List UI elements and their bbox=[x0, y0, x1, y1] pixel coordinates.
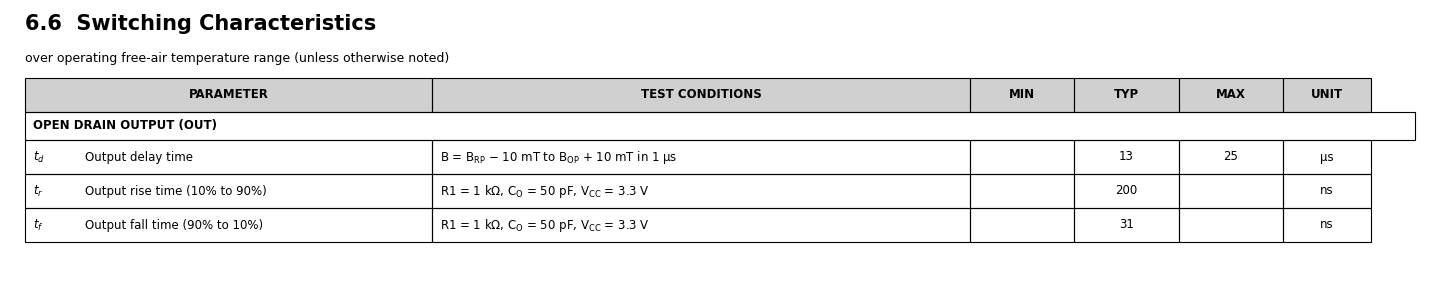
Bar bbox=[971, 174, 1074, 208]
Bar bbox=[24, 174, 432, 208]
Text: R1 = 1 kΩ, C$_{\mathregular{O}}$ = 50 pF, V$_{\mathregular{CC}}$ = 3.3 V: R1 = 1 kΩ, C$_{\mathregular{O}}$ = 50 pF… bbox=[441, 182, 651, 200]
Bar bbox=[432, 78, 971, 112]
Bar bbox=[1283, 174, 1371, 208]
Bar bbox=[1283, 208, 1371, 242]
Bar bbox=[1283, 140, 1371, 174]
Text: over operating free-air temperature range (unless otherwise noted): over operating free-air temperature rang… bbox=[24, 52, 449, 65]
Text: Output rise time (10% to 90%): Output rise time (10% to 90%) bbox=[85, 184, 266, 197]
Bar bbox=[1179, 208, 1283, 242]
Bar bbox=[1179, 174, 1283, 208]
Text: t$_{\mathregular{f}}$: t$_{\mathregular{f}}$ bbox=[33, 218, 43, 232]
Text: 6.6  Switching Characteristics: 6.6 Switching Characteristics bbox=[24, 14, 376, 34]
Bar bbox=[1074, 78, 1179, 112]
Bar bbox=[1179, 208, 1283, 242]
Bar bbox=[1179, 78, 1283, 112]
Bar bbox=[432, 174, 971, 208]
Bar bbox=[24, 112, 1416, 140]
Text: ns: ns bbox=[1320, 218, 1333, 232]
Bar bbox=[1283, 174, 1371, 208]
Text: MIN: MIN bbox=[1009, 88, 1035, 101]
Bar bbox=[1074, 174, 1179, 208]
Bar bbox=[1074, 78, 1179, 112]
Bar bbox=[1179, 140, 1283, 174]
Bar bbox=[432, 78, 971, 112]
Bar bbox=[971, 140, 1074, 174]
Text: t$_{\mathregular{r}}$: t$_{\mathregular{r}}$ bbox=[33, 183, 43, 199]
Text: MAX: MAX bbox=[1215, 88, 1246, 101]
Bar bbox=[971, 174, 1074, 208]
Text: PARAMETER: PARAMETER bbox=[189, 88, 269, 101]
Bar bbox=[971, 208, 1074, 242]
Bar bbox=[1179, 78, 1283, 112]
Bar bbox=[24, 208, 432, 242]
Text: 200: 200 bbox=[1116, 184, 1138, 197]
Bar bbox=[1179, 140, 1283, 174]
Bar bbox=[432, 174, 971, 208]
Bar bbox=[971, 208, 1074, 242]
Text: B = B$_{\mathregular{RP}}$ − 10 mT to B$_{\mathregular{OP}}$ + 10 mT in 1 μs: B = B$_{\mathregular{RP}}$ − 10 mT to B$… bbox=[441, 148, 678, 166]
Bar bbox=[1074, 140, 1179, 174]
Text: 25: 25 bbox=[1224, 151, 1238, 164]
Text: R1 = 1 kΩ, C$_{\mathregular{O}}$ = 50 pF, V$_{\mathregular{CC}}$ = 3.3 V: R1 = 1 kΩ, C$_{\mathregular{O}}$ = 50 pF… bbox=[441, 217, 651, 233]
Text: Output fall time (90% to 10%): Output fall time (90% to 10%) bbox=[85, 218, 264, 232]
Bar bbox=[1074, 208, 1179, 242]
Bar bbox=[971, 78, 1074, 112]
Bar bbox=[432, 208, 971, 242]
Bar bbox=[1074, 174, 1179, 208]
Text: OPEN DRAIN OUTPUT (OUT): OPEN DRAIN OUTPUT (OUT) bbox=[33, 119, 217, 133]
Text: ns: ns bbox=[1320, 184, 1333, 197]
Bar bbox=[1283, 208, 1371, 242]
Bar bbox=[24, 174, 432, 208]
Bar bbox=[24, 140, 432, 174]
Bar bbox=[24, 78, 432, 112]
Bar bbox=[971, 140, 1074, 174]
Text: Output delay time: Output delay time bbox=[85, 151, 193, 164]
Bar bbox=[432, 140, 971, 174]
Text: TYP: TYP bbox=[1115, 88, 1139, 101]
Text: 13: 13 bbox=[1119, 151, 1135, 164]
Bar bbox=[432, 208, 971, 242]
Text: UNIT: UNIT bbox=[1310, 88, 1342, 101]
Text: TEST CONDITIONS: TEST CONDITIONS bbox=[641, 88, 762, 101]
Bar bbox=[432, 140, 971, 174]
Bar bbox=[1283, 78, 1371, 112]
Text: μs: μs bbox=[1320, 151, 1333, 164]
Bar bbox=[24, 112, 1416, 140]
Bar bbox=[1074, 140, 1179, 174]
Bar bbox=[24, 208, 432, 242]
Bar bbox=[1074, 208, 1179, 242]
Bar bbox=[1283, 78, 1371, 112]
Text: t$_{\mathregular{d}}$: t$_{\mathregular{d}}$ bbox=[33, 149, 45, 164]
Bar bbox=[24, 78, 432, 112]
Bar bbox=[24, 140, 432, 174]
Bar bbox=[971, 78, 1074, 112]
Bar bbox=[1283, 140, 1371, 174]
Bar bbox=[1179, 174, 1283, 208]
Text: 31: 31 bbox=[1119, 218, 1135, 232]
